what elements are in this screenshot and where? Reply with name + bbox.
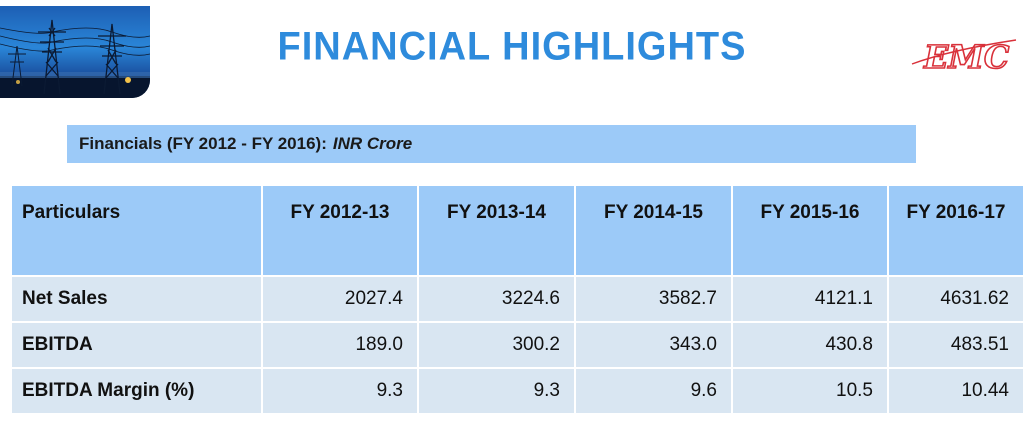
table-cell: 3224.6 — [418, 276, 576, 323]
table-cell: 300.2 — [418, 322, 576, 369]
table-cell: 3582.7 — [575, 276, 733, 323]
column-header-fy: FY 2016-17 — [888, 186, 1024, 277]
table-cell: 189.0 — [262, 322, 419, 369]
transmission-tower-icon — [0, 19, 150, 98]
banner-title: Financials (FY 2012 - FY 2016): — [79, 134, 327, 153]
table-cell: 9.3 — [418, 368, 576, 415]
table-cell: 9.6 — [575, 368, 733, 415]
table-header-row: Particulars FY 2012-13 FY 2013-14 FY 201… — [12, 186, 1024, 277]
table-cell: 2027.4 — [262, 276, 419, 323]
company-logo: EMC — [910, 30, 1018, 78]
power-towers-photo — [0, 6, 150, 98]
column-header-fy: FY 2012-13 — [262, 186, 419, 277]
table-row: EBITDA 189.0 300.2 343.0 430.8 483.51 — [12, 322, 1024, 369]
logo-text: EMC — [923, 38, 1010, 76]
table-cell: 10.5 — [732, 368, 889, 415]
financials-table: Particulars FY 2012-13 FY 2013-14 FY 201… — [12, 186, 1024, 415]
page-title: FINANCIAL HIGHLIGHTS — [277, 24, 747, 70]
table-cell: 343.0 — [575, 322, 733, 369]
banner-unit: INR Crore — [332, 134, 413, 153]
column-header-fy: FY 2013-14 — [418, 186, 576, 277]
column-header-particulars: Particulars — [12, 186, 263, 277]
row-label: EBITDA Margin (%) — [12, 368, 263, 415]
table-cell: 430.8 — [732, 322, 889, 369]
table-row: EBITDA Margin (%) 9.3 9.3 9.6 10.5 10.44 — [12, 368, 1024, 415]
table-cell: 4121.1 — [732, 276, 889, 323]
table-row: Net Sales 2027.4 3224.6 3582.7 4121.1 46… — [12, 276, 1024, 323]
table-cell: 4631.62 — [888, 276, 1024, 323]
table-cell: 10.44 — [888, 368, 1024, 415]
column-header-fy: FY 2014-15 — [575, 186, 733, 277]
emc-logo-icon: EMC — [911, 37, 1017, 77]
row-label: Net Sales — [12, 276, 263, 323]
row-label: EBITDA — [12, 322, 263, 369]
column-header-fy: FY 2015-16 — [732, 186, 889, 277]
table-cell: 483.51 — [888, 322, 1024, 369]
table-cell: 9.3 — [262, 368, 419, 415]
section-banner: Financials (FY 2012 - FY 2016): INR Cror… — [67, 125, 916, 163]
